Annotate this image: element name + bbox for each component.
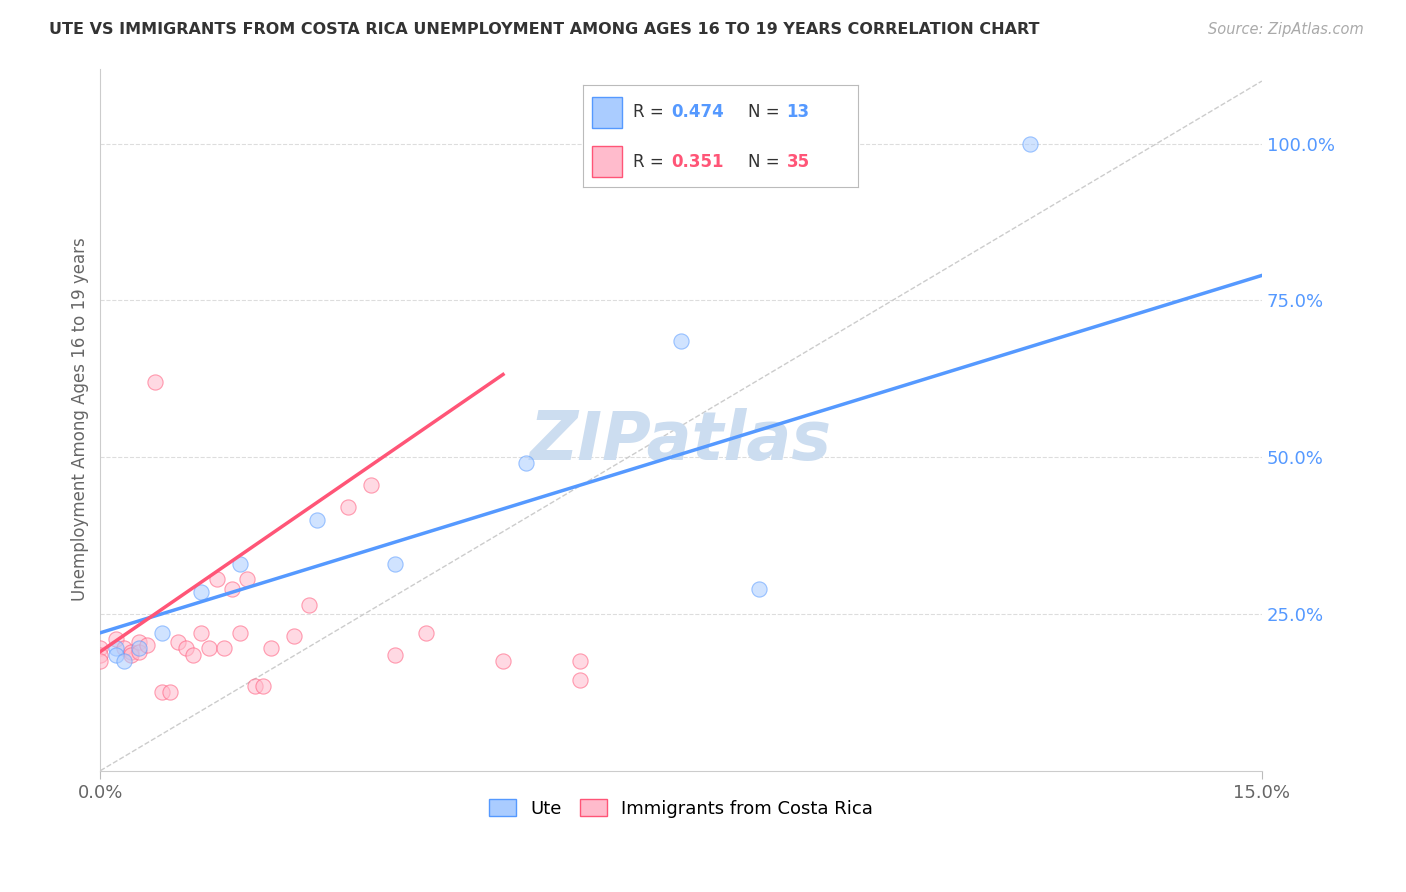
Text: R =: R = — [633, 103, 669, 121]
Point — [89, 654, 111, 668]
Point — [415, 625, 437, 640]
Point — [212, 641, 235, 656]
Text: 0.474: 0.474 — [671, 103, 724, 121]
Point — [384, 648, 406, 662]
Point — [89, 641, 111, 656]
Point — [174, 641, 197, 656]
Point — [252, 679, 274, 693]
Point — [150, 625, 173, 640]
Bar — [592, 146, 621, 177]
Point — [181, 648, 204, 662]
Point — [166, 635, 188, 649]
Point — [150, 685, 173, 699]
Point — [197, 641, 219, 656]
Point — [89, 648, 111, 662]
Y-axis label: Unemployment Among Ages 16 to 19 years: Unemployment Among Ages 16 to 19 years — [72, 238, 89, 601]
Point — [112, 641, 135, 656]
Point — [515, 457, 537, 471]
Point — [104, 641, 127, 656]
Point — [205, 573, 228, 587]
Point — [120, 644, 142, 658]
Point — [135, 638, 157, 652]
Text: 0.351: 0.351 — [671, 153, 724, 170]
Text: 13: 13 — [786, 103, 810, 121]
Point — [221, 582, 243, 596]
Point — [112, 654, 135, 668]
Point — [128, 644, 150, 658]
Point — [190, 585, 212, 599]
Point — [159, 685, 181, 699]
Point — [748, 582, 770, 596]
Point — [360, 478, 382, 492]
Point — [569, 673, 592, 687]
Point — [143, 375, 166, 389]
Point — [283, 629, 305, 643]
Point — [569, 654, 592, 668]
Point — [669, 334, 692, 349]
Point — [384, 557, 406, 571]
Point — [229, 557, 252, 571]
Text: Source: ZipAtlas.com: Source: ZipAtlas.com — [1208, 22, 1364, 37]
Point — [1018, 136, 1040, 151]
Text: N =: N = — [748, 153, 785, 170]
Point — [337, 500, 360, 515]
Text: R =: R = — [633, 153, 669, 170]
Point — [229, 625, 252, 640]
Text: N =: N = — [748, 103, 785, 121]
Point — [128, 635, 150, 649]
Point — [190, 625, 212, 640]
Bar — [592, 97, 621, 128]
Point — [245, 679, 267, 693]
Text: ZIPatlas: ZIPatlas — [530, 408, 832, 474]
Point — [260, 641, 283, 656]
Point — [307, 513, 329, 527]
Point — [236, 573, 259, 587]
Point — [120, 648, 142, 662]
Point — [104, 632, 127, 646]
Point — [298, 598, 321, 612]
Point — [492, 654, 515, 668]
Text: 35: 35 — [786, 153, 810, 170]
Legend: Ute, Immigrants from Costa Rica: Ute, Immigrants from Costa Rica — [482, 792, 880, 825]
Point — [128, 641, 150, 656]
Point — [104, 648, 127, 662]
Text: UTE VS IMMIGRANTS FROM COSTA RICA UNEMPLOYMENT AMONG AGES 16 TO 19 YEARS CORRELA: UTE VS IMMIGRANTS FROM COSTA RICA UNEMPL… — [49, 22, 1039, 37]
